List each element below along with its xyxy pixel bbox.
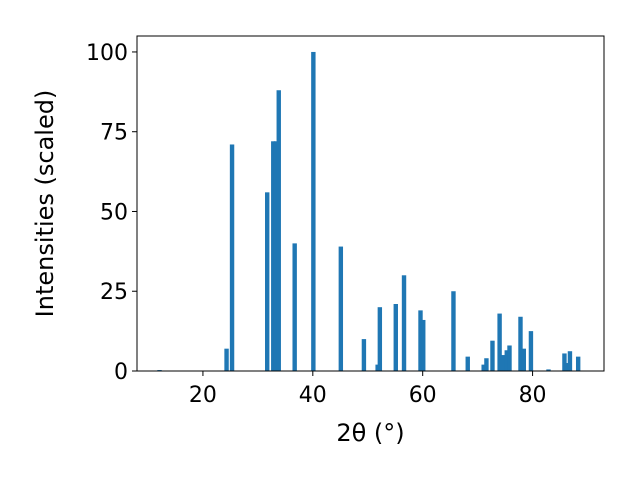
x-axis-ticks: 20 40 60 80 [189,371,547,408]
bar [518,316,523,371]
bar [484,358,489,371]
bar [546,369,551,371]
bar [564,363,570,371]
x-tick-label: 60 [409,383,437,408]
y-axis-label: Intensities (scaled) [31,90,59,318]
bar [575,356,581,371]
bar [229,144,235,371]
bar [311,51,316,371]
y-tick-label: 0 [114,360,128,385]
y-tick-label: 75 [100,121,128,146]
bar [273,141,279,371]
bar [528,331,534,371]
bar [361,339,367,371]
bar [265,192,270,371]
bar [497,313,502,371]
y-tick-label: 100 [86,41,128,66]
plot-frame [136,35,605,372]
y-tick-label: 50 [100,200,128,225]
x-tick-label: 40 [299,383,327,408]
y-tick-label: 25 [100,280,128,305]
bar [465,356,470,371]
bar [377,307,383,371]
bar [481,364,486,371]
bar [562,353,567,371]
x-tick-label: 20 [189,383,217,408]
bar [224,348,229,371]
bar [271,141,276,371]
bar [276,90,281,372]
bar [393,304,398,371]
bar [521,348,526,371]
bar [421,319,426,371]
x-tick-label: 80 [519,383,547,408]
bar [507,345,512,371]
bar [567,351,573,371]
bars-group [157,51,581,372]
bar [338,246,344,371]
bar [401,275,407,371]
bar [504,350,509,371]
x-axis-label: 2θ (°) [336,419,404,447]
bar [451,291,456,371]
bar [292,243,297,371]
bar [490,340,495,371]
bar [500,355,506,371]
bar [418,310,423,371]
y-axis-ticks: 0 25 50 75 100 [86,41,137,385]
